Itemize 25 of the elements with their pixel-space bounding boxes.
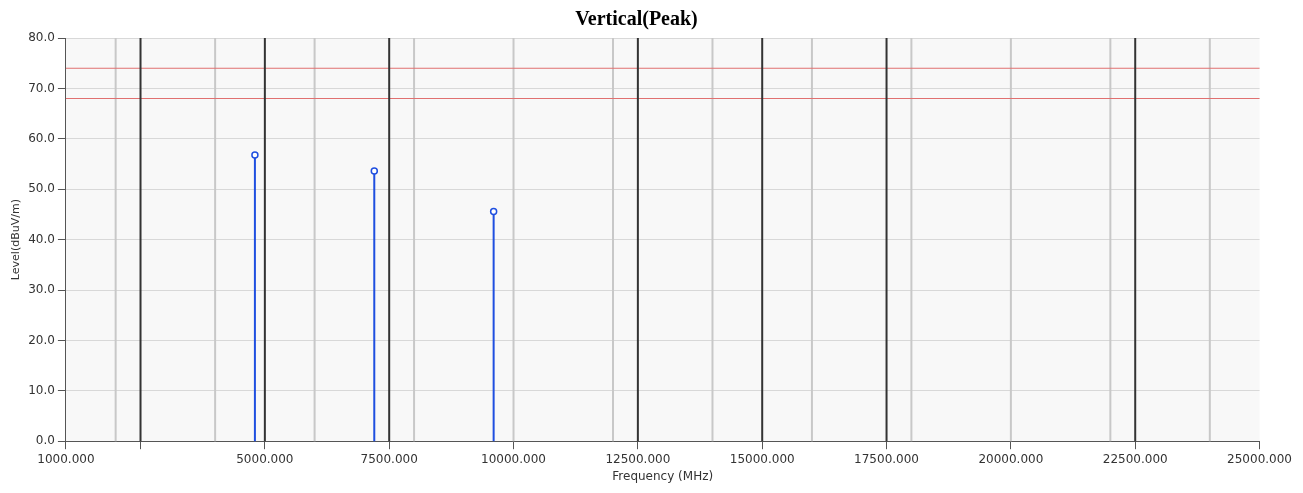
x-tick-label: 10000.000 (481, 451, 546, 466)
y-tick-label: 20.0 (28, 332, 55, 347)
x-tick-label: 7500.000 (360, 451, 418, 466)
y-tick-label: 70.0 (28, 80, 55, 95)
point (489, 207, 498, 216)
x-axis-title: Frequency (MHz) (612, 468, 714, 483)
y-tick-label: 50.0 (28, 181, 55, 196)
y-tick-label: 0.0 (35, 433, 55, 448)
y-tick-label: 30.0 (28, 282, 55, 297)
x-tick-label: 22500.000 (1102, 451, 1168, 466)
x-tick-label: 5000.000 (236, 451, 294, 466)
point (370, 167, 379, 175)
point (251, 151, 259, 159)
y-tick-label: 40.0 (28, 231, 55, 246)
x-tick-label: 20000.000 (978, 451, 1044, 466)
y-tick-label: 80.0 (28, 30, 55, 45)
chart-title: Vertical(Peak) (575, 7, 698, 31)
y-tick-label: 60.0 (28, 130, 55, 145)
x-tick-label: 12500.000 (605, 451, 671, 466)
x-tick-label: 25000.000 (1227, 451, 1293, 466)
x-tick-label: 1000.000 (37, 451, 95, 466)
x-tick-label: 17500.000 (854, 451, 919, 466)
x-tick-label: 15000.000 (729, 451, 795, 466)
y-tick-label: 10.0 (28, 382, 55, 397)
y-axis-title: Level(dBuV/m) (9, 199, 23, 281)
